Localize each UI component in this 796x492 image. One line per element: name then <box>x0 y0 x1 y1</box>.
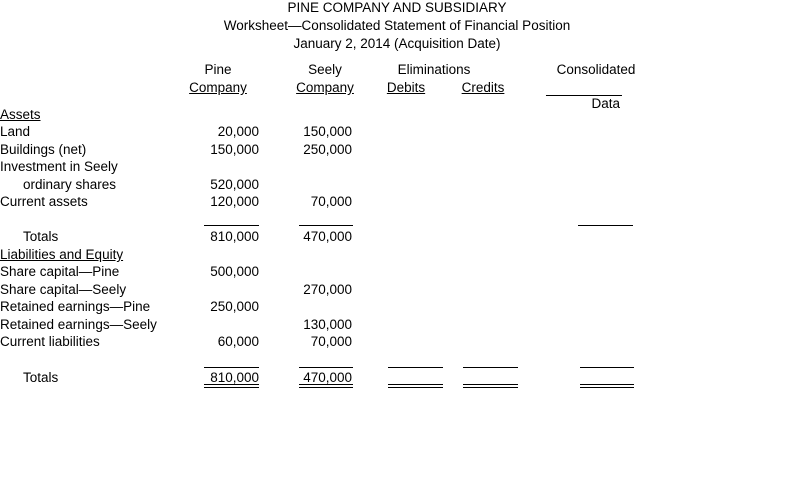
pine-subtotal-line <box>204 225 259 226</box>
credits-double-underline <box>463 384 518 388</box>
seely-value: 70,000 <box>310 334 352 349</box>
row-label: Buildings (net) <box>0 142 87 157</box>
row-label: Totals <box>23 370 59 385</box>
consolidated-double-underline <box>580 384 634 388</box>
pine-header: Pine <box>204 62 232 77</box>
row-label: Liabilities and Equity <box>0 247 124 262</box>
seely-value: 70,000 <box>310 194 352 209</box>
row-label: Retained earnings—Pine <box>0 299 151 314</box>
debits-total-line <box>388 367 443 368</box>
credits-total-line <box>463 367 518 368</box>
consolidated-total-line <box>580 367 634 368</box>
report-title: PINE COMPANY AND SUBSIDIARY <box>287 0 507 15</box>
consolidated-subtotal-line <box>578 225 633 226</box>
seely-subtotal-line <box>299 225 353 226</box>
seely-value: 150,000 <box>303 124 352 139</box>
consolidated-header: Consolidated <box>556 62 636 77</box>
seely-total-line <box>299 367 353 368</box>
pine-value: 60,000 <box>217 334 259 349</box>
row-label: Assets <box>0 107 41 122</box>
pine-value: 520,000 <box>210 177 259 192</box>
row-label: Retained earnings—Seely <box>0 317 157 332</box>
row-label: Land <box>0 124 31 139</box>
seely-value: 470,000 <box>303 229 352 244</box>
seely-header: Seely <box>308 62 342 77</box>
row-label: Totals <box>23 229 59 244</box>
pine-value: 150,000 <box>210 142 259 157</box>
eliminations-header: Eliminations <box>397 62 471 77</box>
pine-double-underline <box>204 384 259 388</box>
row-label: Current assets <box>0 194 88 209</box>
row-label: Share capital—Seely <box>0 282 127 297</box>
seely-value: 250,000 <box>303 142 352 157</box>
consolidated-data-header: Data <box>545 80 622 128</box>
row-label: ordinary shares <box>23 177 117 192</box>
debits-double-underline <box>388 384 443 388</box>
pine-company-header: Company <box>189 80 247 95</box>
pine-value: 120,000 <box>210 194 259 209</box>
report-date: January 2, 2014 (Acquisition Date) <box>293 36 501 51</box>
report-subtitle: Worksheet—Consolidated Statement of Fina… <box>223 18 571 33</box>
row-label: Investment in Seely <box>0 159 118 174</box>
seely-value: 270,000 <box>303 282 352 297</box>
consolidated-header-underline <box>545 95 622 96</box>
row-label: Share capital—Pine <box>0 264 120 279</box>
pine-value: 20,000 <box>217 124 259 139</box>
pine-value: 250,000 <box>210 299 259 314</box>
pine-value: 810,000 <box>210 229 259 244</box>
seely-double-underline <box>299 384 353 388</box>
row-label: Current liabilities <box>0 334 100 349</box>
seely-company-header: Company <box>296 80 354 95</box>
pine-value: 500,000 <box>210 264 259 279</box>
debits-header: Debits <box>386 80 426 95</box>
pine-value: 810,000 <box>210 370 259 385</box>
seely-value: 470,000 <box>303 370 352 385</box>
seely-value: 130,000 <box>303 317 352 332</box>
pine-total-line <box>204 367 259 368</box>
credits-header: Credits <box>461 80 505 95</box>
